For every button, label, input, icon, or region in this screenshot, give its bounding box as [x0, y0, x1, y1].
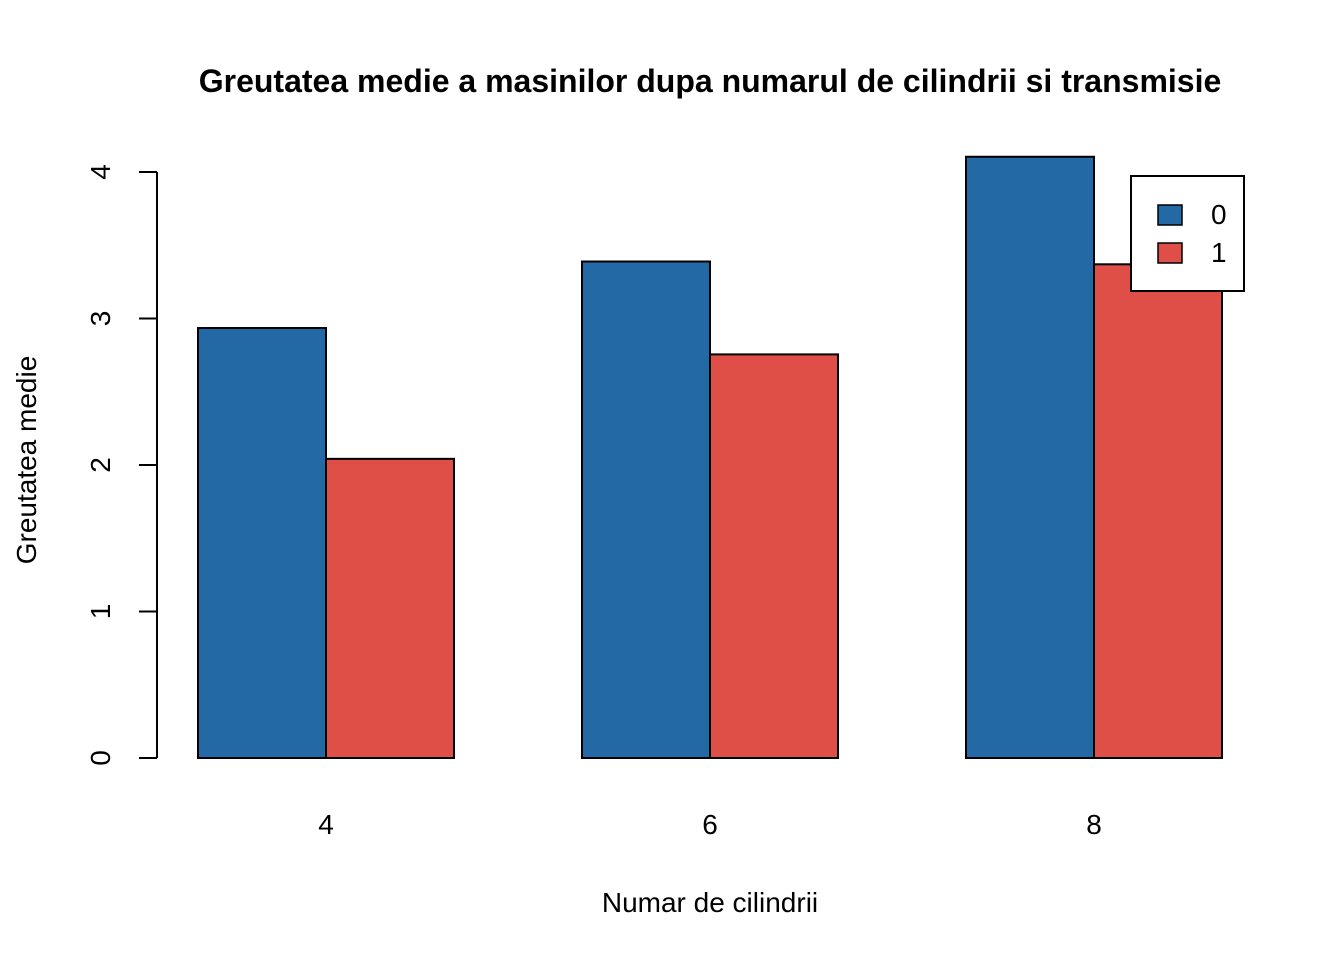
legend-swatch-1 — [1157, 242, 1183, 264]
legend-box — [1130, 175, 1245, 292]
y-tick-label: 3 — [85, 311, 116, 327]
legend-label-1: 1 — [1211, 237, 1227, 268]
bar-cyl-6-series-1 — [709, 353, 839, 759]
y-tick-label: 4 — [85, 164, 116, 180]
y-axis-label: Greutatea medie — [11, 356, 42, 565]
legend-swatch-0 — [1157, 204, 1183, 226]
x-tick-label: 6 — [702, 809, 718, 840]
y-tick-label: 1 — [85, 604, 116, 620]
x-axis-label: Numar de cilindrii — [602, 887, 818, 918]
x-axis-tick-labels: 4 6 8 — [318, 809, 1102, 840]
y-axis: 0 1 2 3 4 — [85, 164, 158, 766]
y-tick-label: 0 — [85, 750, 116, 766]
legend: 01 — [1130, 175, 1245, 292]
bar-cyl-4-series-1 — [325, 457, 455, 759]
x-tick-label: 4 — [318, 809, 334, 840]
x-tick-label: 8 — [1086, 809, 1102, 840]
y-tick-label: 2 — [85, 457, 116, 473]
bar-cyl-8-series-0 — [965, 155, 1095, 760]
chart-title: Greutatea medie a masinilor dupa numarul… — [199, 63, 1222, 99]
bars — [197, 155, 1223, 760]
bar-cyl-4-series-0 — [197, 327, 327, 759]
legend-label-0: 0 — [1211, 199, 1227, 230]
bar-cyl-8-series-1 — [1093, 263, 1223, 759]
bar-cyl-6-series-0 — [581, 260, 711, 759]
